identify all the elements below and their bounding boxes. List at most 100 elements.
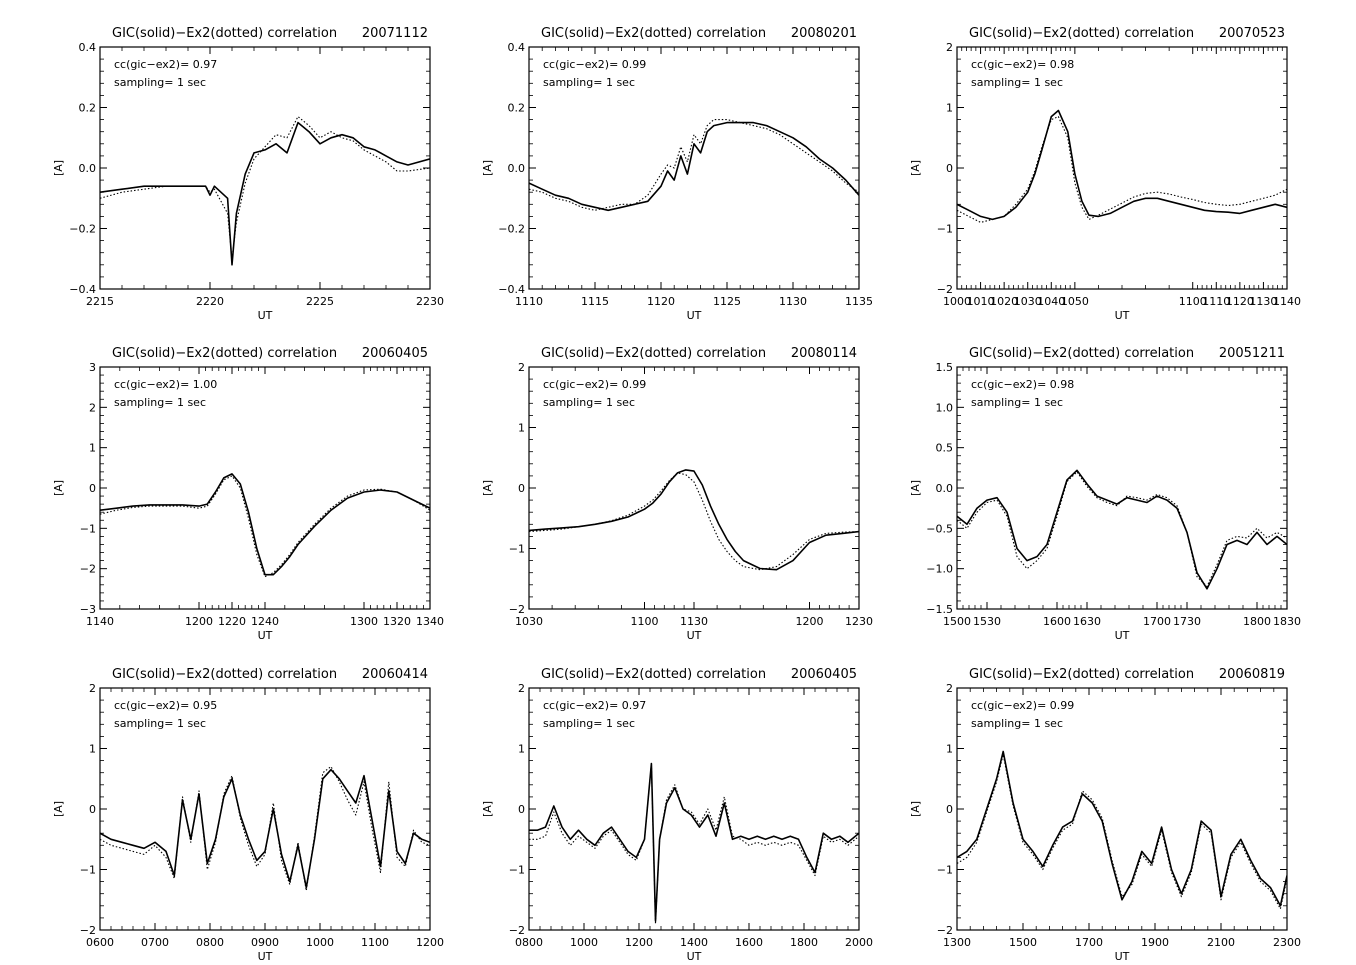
x-tick-label: 1200 (625, 936, 653, 949)
x-tick-label: 1730 (1173, 615, 1201, 628)
y-tick-label: −1 (937, 223, 953, 236)
chart-panel-7: GIC(solid)−Ex2(dotted) correlation 200604… (52, 667, 444, 963)
series-ex2-dotted (529, 763, 859, 925)
panel-date: 20071112 (362, 26, 428, 41)
x-axis-label: UT (1115, 950, 1130, 963)
x-tick-label: 1130 (680, 615, 708, 628)
sampling-annotation: sampling= 1 sec (543, 717, 635, 730)
x-tick-label: 1100 (1179, 295, 1207, 308)
x-tick-label: 0900 (251, 936, 279, 949)
x-tick-label: 2300 (1273, 936, 1301, 949)
panel-title: GIC(solid)−Ex2(dotted) correlation (112, 26, 337, 41)
y-tick-label: −2 (80, 924, 96, 937)
panel-title: GIC(solid)−Ex2(dotted) correlation (969, 346, 1194, 361)
x-tick-label: 1200 (416, 936, 444, 949)
panel-title: GIC(solid)−Ex2(dotted) correlation (541, 26, 766, 41)
x-tick-label: 1120 (1226, 295, 1254, 308)
y-axis-label: [A] (909, 160, 922, 176)
panel-title: GIC(solid)−Ex2(dotted) correlation (541, 667, 766, 682)
series-ex2-dotted (100, 475, 430, 578)
panel-date: 20060819 (1219, 667, 1285, 682)
series-gic-solid (957, 109, 1287, 221)
x-tick-label: 1230 (845, 615, 873, 628)
y-tick-label: −2 (509, 924, 525, 937)
chart-panel-2: GIC(solid)−Ex2(dotted) correlation 200802… (481, 26, 873, 322)
y-tick-label: 0.4 (508, 41, 526, 54)
y-tick-label: 0.5 (936, 442, 954, 455)
series-gic-solid (100, 121, 430, 266)
series-gic-solid (529, 469, 859, 571)
panel-date: 20060405 (791, 667, 857, 682)
series-ex2-dotted (529, 119, 859, 211)
y-tick-label: 1 (518, 743, 525, 756)
x-tick-label: 0700 (141, 936, 169, 949)
x-tick-label: 1830 (1273, 615, 1301, 628)
series-ex2-dotted (529, 472, 859, 571)
y-tick-label: −1 (80, 864, 96, 877)
sampling-annotation: sampling= 1 sec (971, 396, 1063, 409)
panel-date: 20051211 (1219, 346, 1285, 361)
sampling-annotation: sampling= 1 sec (971, 717, 1063, 730)
x-tick-label: 1040 (1037, 295, 1065, 308)
y-tick-label: −1 (937, 864, 953, 877)
y-tick-label: 2 (518, 361, 525, 374)
x-tick-label: 1600 (1043, 615, 1071, 628)
y-tick-label: 2 (946, 682, 953, 695)
x-axis-label: UT (258, 950, 273, 963)
sampling-annotation: sampling= 1 sec (114, 396, 206, 409)
x-tick-label: 1300 (350, 615, 378, 628)
series-gic-solid (957, 469, 1287, 590)
sampling-annotation: sampling= 1 sec (114, 717, 206, 730)
x-tick-label: 1200 (796, 615, 824, 628)
x-tick-label: 1100 (361, 936, 389, 949)
x-tick-label: 1200 (185, 615, 213, 628)
x-tick-label: 0600 (86, 936, 114, 949)
sampling-annotation: sampling= 1 sec (971, 76, 1063, 89)
series-ex2-dotted (957, 471, 1287, 587)
x-tick-label: 1630 (1073, 615, 1101, 628)
x-tick-label: 1500 (943, 615, 971, 628)
series-ex2-dotted (100, 116, 430, 260)
x-tick-label: 1020 (990, 295, 1018, 308)
x-tick-label: 1010 (967, 295, 995, 308)
panel-title: GIC(solid)−Ex2(dotted) correlation (112, 346, 337, 361)
x-tick-label: 1300 (943, 936, 971, 949)
y-tick-label: −0.2 (498, 223, 525, 236)
x-tick-label: 1030 (1014, 295, 1042, 308)
y-tick-label: 0 (518, 482, 525, 495)
y-tick-label: −2 (80, 563, 96, 576)
x-tick-label: 2000 (845, 936, 873, 949)
x-tick-label: 1700 (1143, 615, 1171, 628)
x-tick-label: 1400 (680, 936, 708, 949)
x-axis-label: UT (687, 950, 702, 963)
cc-annotation: cc(gic−ex2)= 0.95 (114, 699, 217, 712)
cc-annotation: cc(gic−ex2)= 0.97 (543, 699, 646, 712)
y-tick-label: 1 (946, 743, 953, 756)
y-tick-label: −0.2 (69, 223, 96, 236)
y-axis-label: [A] (481, 801, 494, 817)
y-tick-label: −1.0 (926, 563, 953, 576)
series-gic-solid (100, 473, 430, 576)
y-tick-label: 0 (946, 162, 953, 175)
y-tick-label: −1 (509, 864, 525, 877)
y-axis-label: [A] (52, 480, 65, 496)
x-tick-label: 1500 (1009, 936, 1037, 949)
y-axis-label: [A] (481, 480, 494, 496)
x-tick-label: 2215 (86, 295, 114, 308)
y-tick-label: −0.4 (498, 283, 525, 296)
x-tick-label: 2225 (306, 295, 334, 308)
x-tick-label: 1320 (383, 615, 411, 628)
x-tick-label: 1900 (1141, 936, 1169, 949)
series-gic-solid (100, 768, 430, 889)
y-tick-label: 0.2 (79, 102, 97, 115)
y-axis-label: [A] (909, 801, 922, 817)
panel-date: 20060405 (362, 346, 428, 361)
x-tick-label: 2230 (416, 295, 444, 308)
y-tick-label: 2 (946, 41, 953, 54)
chart-panel-4: GIC(solid)−Ex2(dotted) correlation 200604… (52, 346, 444, 642)
chart-panel-1: GIC(solid)−Ex2(dotted) correlation 200711… (52, 26, 444, 322)
cc-annotation: cc(gic−ex2)= 0.98 (971, 378, 1074, 391)
y-axis-label: [A] (909, 480, 922, 496)
cc-annotation: cc(gic−ex2)= 1.00 (114, 378, 217, 391)
